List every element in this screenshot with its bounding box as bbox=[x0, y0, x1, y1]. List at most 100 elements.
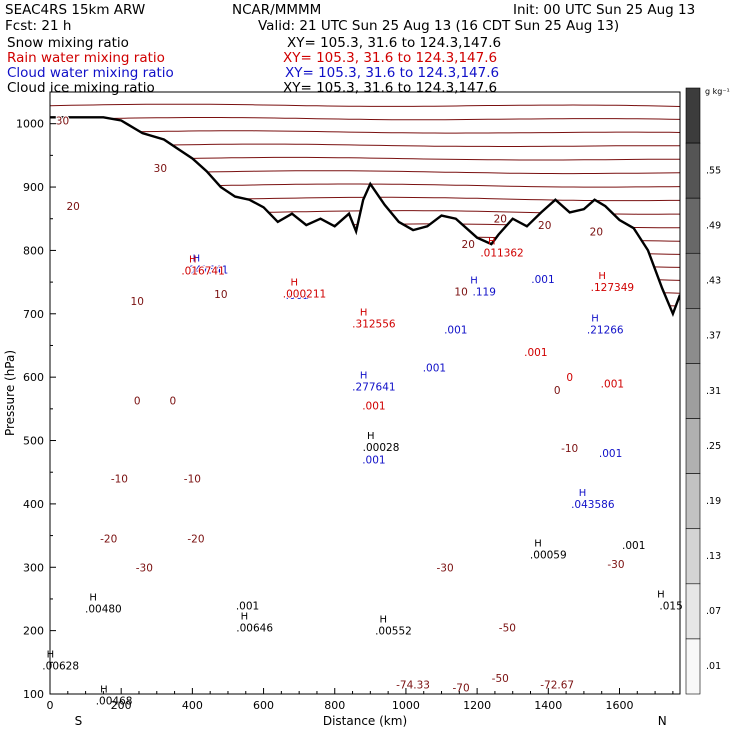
max-value-label: .001 bbox=[444, 325, 467, 337]
max-marker: H bbox=[193, 253, 201, 264]
colorbar-label: .55 bbox=[706, 165, 721, 176]
x-tick-label: 1400 bbox=[534, 699, 562, 712]
max-value-label: -74.33 bbox=[396, 679, 430, 691]
x-axis-label: Distance (km) bbox=[323, 714, 407, 728]
temperature-label: -20 bbox=[187, 534, 204, 546]
field-cloudwater-xy: XY= 105.3, 31.6 to 124.3,147.6 bbox=[285, 65, 500, 81]
y-tick-label: 700 bbox=[23, 308, 44, 321]
colorbar-segment bbox=[685, 308, 701, 364]
max-marker: H bbox=[579, 488, 587, 499]
max-value-label: -72.67 bbox=[540, 679, 574, 691]
max-marker: H bbox=[470, 276, 478, 287]
y-tick-label: 1000 bbox=[16, 118, 44, 131]
colorbar-units: g kg⁻¹ bbox=[705, 87, 730, 96]
max-marker: H bbox=[89, 592, 97, 603]
max-marker: H bbox=[534, 539, 542, 550]
terrain-line bbox=[50, 116, 680, 318]
colorbar-segment bbox=[685, 363, 701, 419]
max-value-label: .001 bbox=[531, 274, 554, 286]
init-time: Init: 00 UTC Sun 25 Aug 13 bbox=[513, 2, 696, 18]
temperature-contour bbox=[50, 103, 680, 107]
x-tick-label: 0 bbox=[47, 699, 54, 712]
colorbar-segment bbox=[685, 418, 701, 474]
max-value-label: .000211 bbox=[283, 289, 326, 301]
max-marker: H bbox=[100, 684, 108, 695]
max-marker: H bbox=[598, 271, 606, 282]
y-tick-label: 500 bbox=[23, 435, 44, 448]
valid-time: Valid: 21 UTC Sun 25 Aug 13 (16 CDT Sun … bbox=[258, 18, 620, 34]
y-axis-label: Pressure (hPa) bbox=[3, 350, 17, 436]
max-value-label: .001 bbox=[601, 378, 624, 390]
colorbar-segment bbox=[685, 583, 701, 640]
temperature-label: -50 bbox=[499, 622, 516, 634]
max-marker: H bbox=[591, 314, 599, 325]
colorbar-segment bbox=[685, 142, 701, 199]
colorbar-label: .13 bbox=[706, 551, 721, 562]
field-rain-xy: XY= 105.3, 31.6 to 124.3,147.6 bbox=[283, 50, 498, 66]
max-value-label: .001 bbox=[236, 600, 259, 612]
max-value-label: .001 bbox=[362, 401, 385, 413]
max-value-label: .047541 bbox=[185, 264, 228, 276]
temperature-label: 0 bbox=[554, 385, 561, 397]
max-value-label: 0 bbox=[566, 372, 573, 384]
x-tick-label: 200 bbox=[111, 699, 132, 712]
colorbar-label: .31 bbox=[706, 386, 721, 397]
max-value-label: .277641 bbox=[352, 382, 395, 394]
colorbar-segment bbox=[685, 473, 701, 530]
colorbar-label: .01 bbox=[706, 661, 721, 672]
colorbar-segment bbox=[685, 252, 701, 309]
x-tick-label: 400 bbox=[182, 699, 203, 712]
temperature-label: 20 bbox=[494, 214, 507, 226]
colorbar-label: .25 bbox=[706, 441, 721, 452]
max-value-label: .001 bbox=[599, 448, 622, 460]
x-end-label-north: N bbox=[658, 714, 667, 728]
field-rain-label: Rain water mixing ratio bbox=[7, 50, 165, 66]
max-value-label: .001 bbox=[423, 363, 446, 375]
max-value-label: .00552 bbox=[375, 626, 412, 638]
field-cloudice-label: Cloud ice mixing ratio bbox=[7, 80, 155, 96]
field-cloudwater-label: Cloud water mixing ratio bbox=[7, 65, 174, 81]
temperature-label: -30 bbox=[437, 562, 454, 574]
model-title: SEAC4RS 15km ARW bbox=[5, 2, 146, 18]
max-value-label: .00028 bbox=[363, 442, 400, 454]
plot-layer bbox=[50, 103, 680, 694]
max-marker: H bbox=[367, 431, 375, 442]
max-value-label: .001 bbox=[362, 455, 385, 467]
max-marker: H bbox=[360, 371, 368, 382]
forecast-hour: Fcst: 21 h bbox=[5, 18, 72, 34]
max-value-label: .312556 bbox=[352, 318, 396, 330]
max-marker: H bbox=[241, 611, 249, 622]
temperature-label: -10 bbox=[184, 474, 201, 486]
temperature-label: 20 bbox=[66, 201, 79, 213]
plot-frame bbox=[49, 91, 681, 695]
max-value-label: .011362 bbox=[480, 247, 523, 259]
colorbar-label: .37 bbox=[706, 331, 721, 342]
temperature-label: 20 bbox=[590, 226, 603, 238]
max-value-label: .00468 bbox=[96, 695, 133, 707]
temperature-label: -30 bbox=[136, 562, 153, 574]
y-tick-label: 900 bbox=[23, 181, 44, 194]
max-value-label: .015 bbox=[659, 600, 682, 612]
temperature-label: 10 bbox=[214, 289, 227, 301]
max-value-label: .016741 bbox=[181, 266, 224, 278]
temperature-contour bbox=[50, 130, 680, 134]
center-label: NCAR/MMMM bbox=[232, 2, 322, 18]
colorbar-segment bbox=[685, 87, 701, 144]
colorbar-segment bbox=[685, 528, 701, 585]
x-end-label-south: S bbox=[75, 714, 83, 728]
max-value-label: .001 bbox=[524, 347, 547, 359]
y-tick-label: 300 bbox=[23, 561, 44, 574]
x-tick-label: 1200 bbox=[463, 699, 491, 712]
colorbar-label: .49 bbox=[706, 220, 721, 231]
temperature-label: 20 bbox=[538, 220, 551, 232]
max-marker: H bbox=[189, 255, 197, 266]
max-marker: H bbox=[488, 236, 496, 247]
max-marker: H bbox=[379, 615, 387, 626]
max-value-label: .043586 bbox=[571, 499, 615, 511]
max-value-label: .00480 bbox=[85, 603, 122, 615]
temperature-label: 20 bbox=[462, 239, 475, 251]
temperature-label: -30 bbox=[607, 559, 624, 571]
temperature-label: -10 bbox=[111, 474, 128, 486]
